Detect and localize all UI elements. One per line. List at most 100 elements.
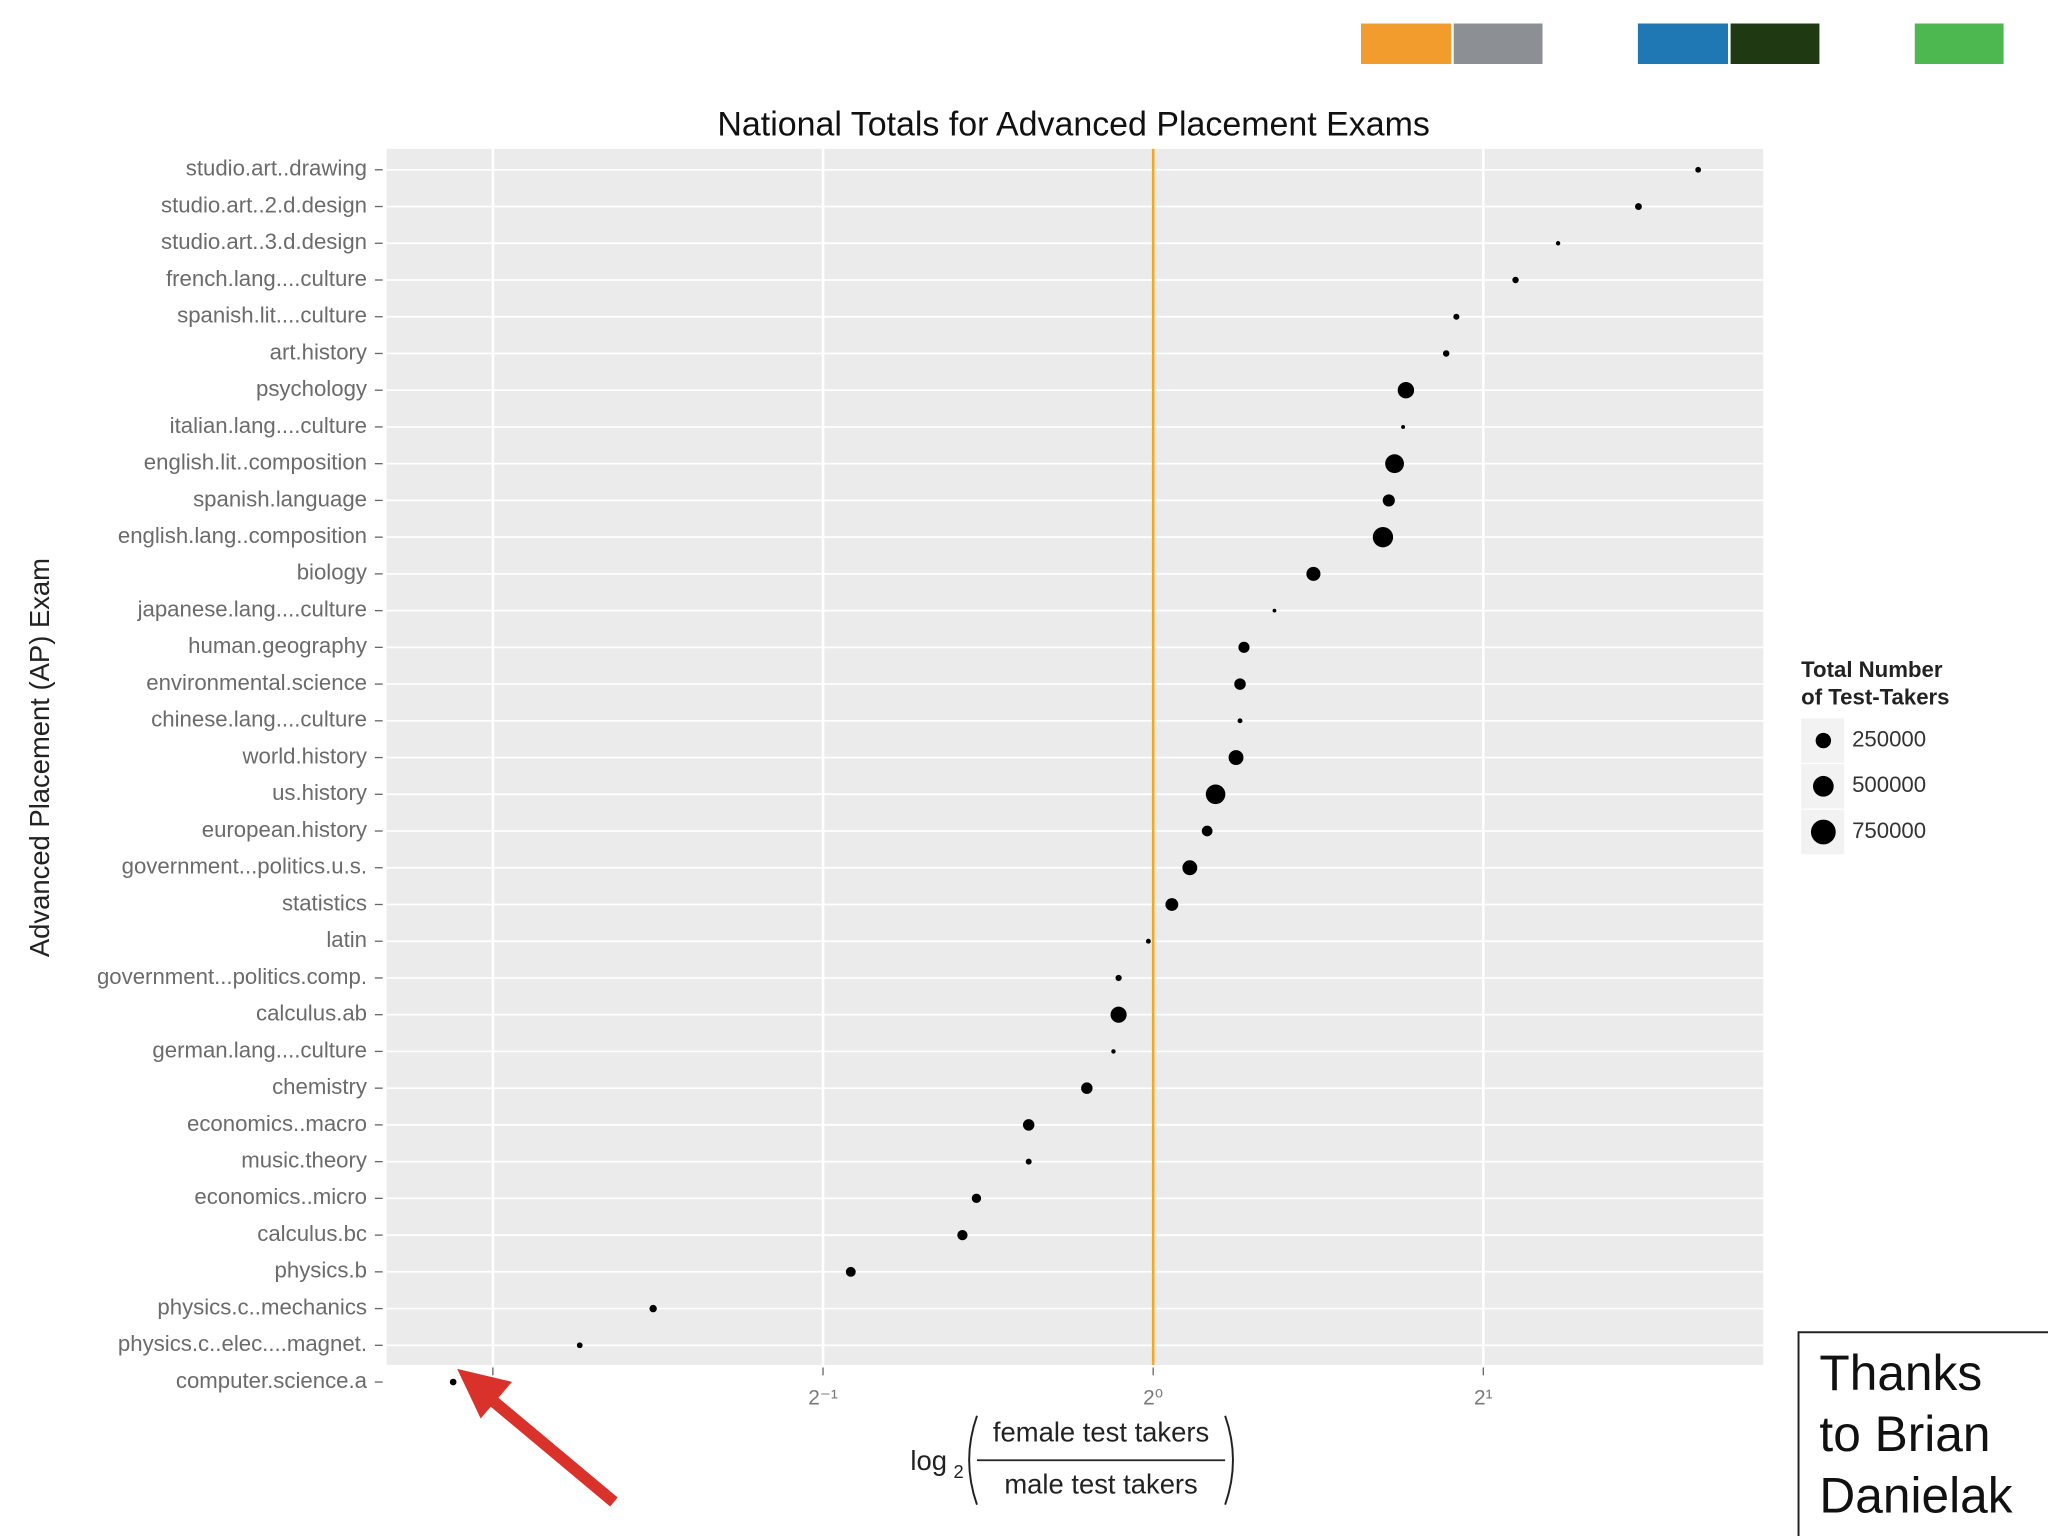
y-tick-label: studio.art..2.d.design [161,192,367,217]
paren [1224,1415,1234,1505]
y-tick-label: chemistry [272,1074,368,1099]
logo [1453,23,1543,64]
point [1306,566,1321,581]
legend-point [1810,819,1836,845]
y-tick-label: english.lang..composition [118,523,367,548]
y-tick-label: economics..micro [194,1184,367,1209]
x-label-denominator: male test takers [1004,1469,1197,1500]
x-label-prefix: log [910,1445,947,1476]
point [1238,641,1250,653]
paren [968,1415,978,1505]
point [957,1229,968,1241]
arrow-head [457,1368,512,1419]
y-tick-label: us.history [272,780,368,805]
point [845,1266,856,1277]
arrow [482,1390,618,1507]
y-tick-label: government...politics.u.s. [122,854,367,879]
point [1453,313,1460,320]
point [1025,1158,1032,1165]
y-tick-label: biology [297,560,368,585]
y-tick-label: chinese.lang....culture [151,707,367,732]
logo [1360,23,1452,64]
y-tick-label: computer.science.a [176,1368,368,1393]
y-tick-label: studio.art..3.d.design [161,229,367,254]
legend-point [1815,732,1832,749]
y-tick-label: spanish.language [193,486,367,511]
x-axis-label: log 2 female test takers male test taker… [910,1415,1234,1505]
annotation-box [1797,1331,2048,1536]
y-tick-label: art.history [270,339,368,364]
point [1401,424,1406,429]
y-tick-label: world.history [241,743,367,768]
y-tick-label: music.theory [241,1147,368,1172]
point [1234,678,1246,690]
logo [1637,23,1728,64]
point [449,1378,457,1386]
annotation-line: Danielak [1819,1468,2012,1524]
legend: Total Number of Test-Takers 250000 500000 75… [1801,657,1950,855]
point [1634,203,1642,210]
y-tick-label: english.lit..composition [144,450,367,475]
point [1111,1049,1116,1054]
logo [1914,23,2004,64]
point [1110,1006,1127,1023]
chart-title: National Totals for Advanced Placement E… [717,106,1429,144]
legend-label: 250000 [1852,726,1926,751]
point [1201,825,1213,837]
x-tick-label: 2⁰ [1143,1386,1163,1409]
legend-title: of Test-Takers [1801,685,1949,710]
point [1555,241,1561,246]
y-tick-label: government...politics.comp. [97,964,367,989]
y-tick-label: spanish.lit....culture [177,303,367,328]
point [1382,494,1395,507]
point [1228,750,1244,765]
y-tick-label: physics.b [275,1258,368,1283]
y-tick-label: physics.c..mechanics [157,1294,367,1319]
point [1205,784,1226,805]
y-tick-label: studio.art..drawing [186,156,367,181]
annotation-line: to Brian [1819,1406,1990,1462]
x-tick-label: 2¹ [1474,1386,1493,1409]
annotation-line: Thanks [1819,1345,1982,1401]
y-tick-label: economics..macro [187,1111,367,1136]
point [649,1304,657,1313]
y-tick-label: human.geography [188,633,368,658]
y-tick-label: calculus.ab [256,1001,367,1026]
logo [1730,23,1820,64]
point [1165,898,1179,911]
point [1372,526,1394,548]
point [1695,166,1702,173]
point [1081,1082,1093,1094]
legend-label: 500000 [1852,772,1926,797]
x-label-numerator: female test takers [993,1416,1209,1447]
legend-point [1812,775,1834,797]
y-tick-label: german.lang....culture [152,1037,367,1062]
y-tick-label: psychology [256,376,368,401]
y-tick-label: statistics [282,890,367,915]
x-tick-label: 2⁻¹ [808,1386,838,1409]
legend-label: 750000 [1852,818,1926,843]
y-tick-label: environmental.science [146,670,367,695]
y-tick-label: latin [326,927,367,952]
y-tick-label: physics.c..elec....magnet. [118,1331,367,1356]
y-tick-label: european.history [202,817,368,842]
point [1397,382,1415,399]
point [971,1193,982,1204]
point [576,1342,583,1349]
y-axis-label: Advanced Placement (AP) Exam [24,558,55,957]
point [1512,276,1519,284]
point [1385,454,1404,474]
point [1145,938,1151,944]
y-tick-label: italian.lang....culture [170,413,367,438]
x-label-subscript: 2 [953,1461,963,1482]
point [1182,860,1198,876]
y-tick-label: french.lang....culture [166,266,367,291]
point [1442,350,1450,357]
legend-title: Total Number [1801,657,1943,682]
point [1115,974,1122,982]
y-tick-label: japanese.lang....culture [137,596,367,621]
point [1022,1119,1035,1131]
point [1272,608,1277,613]
y-tick-label: calculus.bc [257,1221,367,1246]
